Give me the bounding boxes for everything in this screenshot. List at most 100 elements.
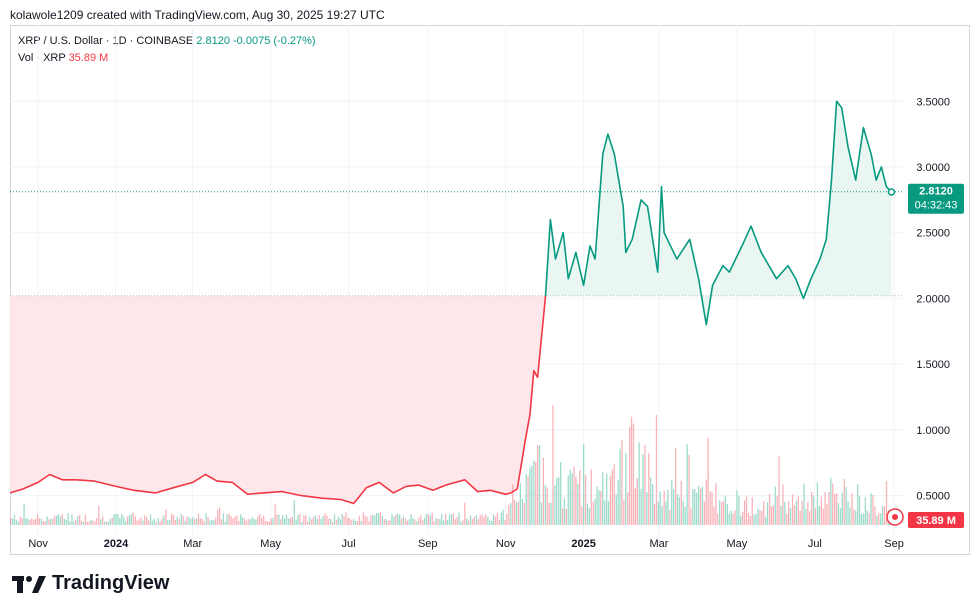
volume-bar	[688, 455, 690, 525]
y-tick-label: 1.0000	[916, 425, 950, 437]
volume-bar	[661, 505, 663, 525]
volume-bar	[71, 514, 73, 525]
volume-bar	[742, 511, 744, 525]
volume-bar	[381, 515, 384, 525]
volume-bar	[337, 516, 339, 525]
volume-bar	[165, 509, 167, 525]
volume-bar	[600, 491, 602, 525]
volume-bar	[132, 512, 134, 525]
volume-bar	[247, 518, 249, 525]
volume-bar	[305, 515, 307, 525]
volume-bar	[429, 515, 431, 525]
volume-bar	[567, 475, 569, 525]
volume-bar	[525, 473, 527, 525]
volume-bar	[554, 485, 556, 525]
volume-bar	[151, 520, 154, 525]
y-tick-label: 3.0000	[916, 162, 950, 174]
volume-bar	[431, 512, 433, 525]
volume-bar	[220, 519, 223, 525]
volume-bar	[617, 479, 619, 525]
volume-bar	[29, 519, 31, 525]
volume-bar	[192, 517, 194, 525]
volume-bar	[203, 521, 205, 525]
volume-bar	[84, 514, 86, 525]
volume-bar	[538, 445, 541, 525]
volume-bar	[789, 508, 792, 525]
price-chart[interactable]: 0.5000 1.0000 1.5000 2.0000 2.5000 3.0000 3.50…	[10, 25, 970, 555]
volume-bar	[730, 510, 732, 525]
volume-bar	[163, 515, 165, 525]
volume-bar	[195, 518, 198, 525]
volume-bar	[376, 513, 378, 525]
volume-bar	[257, 516, 259, 525]
volume-bar	[249, 519, 251, 525]
volume-bar	[851, 493, 853, 525]
volume-bar	[531, 465, 533, 525]
volume-bar	[418, 517, 420, 525]
volume-bar	[316, 519, 318, 525]
volume-bar	[550, 502, 552, 525]
price-badge[interactable]	[908, 183, 964, 214]
symbol-legend[interactable]: XRP / U.S. Dollar · 1D · COINBASE 2.8120…	[18, 35, 316, 47]
volume-bar	[11, 518, 14, 525]
volume-bar	[450, 514, 453, 525]
volume-bar	[594, 498, 596, 525]
volume-bar	[402, 516, 405, 525]
volume-bar	[105, 521, 108, 525]
volume-bar	[644, 445, 646, 525]
volume-bar	[270, 518, 272, 525]
volume-bar	[437, 518, 439, 525]
volume-bar	[724, 495, 727, 525]
last-point-marker	[887, 188, 896, 196]
volume-bar	[320, 518, 322, 525]
volume-bar	[832, 483, 834, 525]
volume-bar	[86, 521, 88, 525]
volume-bar	[408, 519, 410, 525]
volume-bar	[521, 499, 523, 525]
volume-bar	[563, 498, 566, 525]
volume-bar	[770, 506, 773, 525]
volume-bar	[498, 519, 500, 525]
price-line-below[interactable]	[10, 295, 547, 505]
volume-bar	[504, 520, 506, 525]
volume-bar	[368, 521, 370, 525]
volume-bar	[878, 513, 880, 525]
volume-bar	[243, 518, 246, 525]
volume-bar	[59, 516, 62, 525]
volume-bar	[508, 504, 510, 525]
volume-bar	[207, 517, 209, 525]
tradingview-logo[interactable]: TradingView	[12, 572, 169, 595]
volume-bar	[857, 484, 859, 525]
volume-legend[interactable]: Vol · XRP 35.89 M	[18, 52, 108, 64]
volume-bar	[314, 515, 316, 525]
volume-bar	[222, 513, 224, 525]
price-line-above[interactable]	[544, 100, 893, 326]
volume-bar	[546, 487, 548, 525]
price-change: -0.0075 (-0.27%)	[233, 35, 316, 47]
volume-bar	[500, 512, 502, 525]
volume-bar	[634, 488, 636, 525]
y-tick-label: 2.0000	[916, 293, 950, 305]
volume-bar	[326, 515, 328, 525]
volume-bar	[180, 513, 182, 525]
volume-bar	[485, 514, 487, 525]
volume-bar	[786, 513, 788, 525]
x-tick-label: Nov	[28, 538, 48, 550]
volume-bar	[705, 479, 707, 525]
x-tick-label: May	[727, 538, 748, 550]
volume-bar	[36, 514, 39, 525]
volume-bar	[351, 520, 353, 525]
volume-bar	[171, 513, 173, 525]
volume-badge[interactable]	[908, 512, 964, 528]
volume-bar	[213, 520, 215, 525]
volume-bar	[479, 515, 481, 525]
volume-bar	[477, 519, 479, 525]
volume-bar	[54, 515, 56, 525]
volume-bar	[172, 514, 175, 525]
volume-bar	[540, 502, 543, 525]
volume-bar	[581, 506, 583, 525]
volume-bar	[791, 494, 794, 525]
volume-bar	[795, 500, 797, 525]
volume-bar	[80, 520, 83, 525]
volume-bar	[414, 519, 416, 525]
